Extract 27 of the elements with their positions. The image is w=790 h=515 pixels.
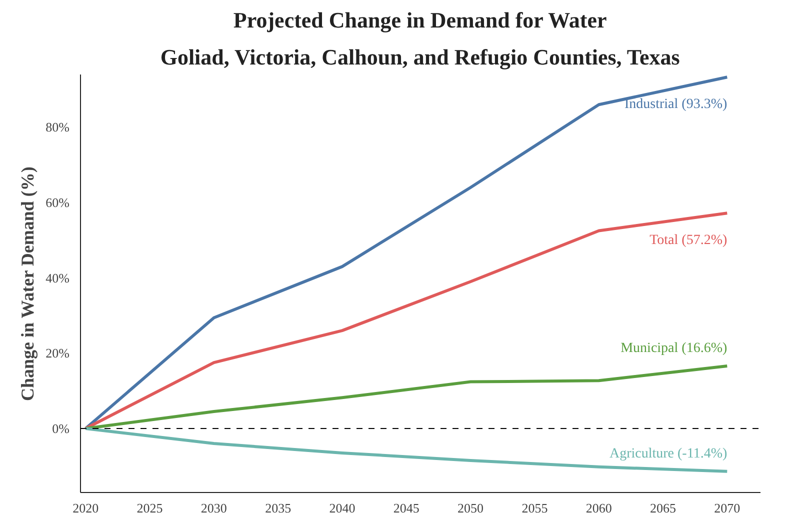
series-label: Agriculture (-11.4%) <box>609 446 728 462</box>
chart-subtitle: Goliad, Victoria, Calhoun, and Refugio Counties, Texas <box>160 44 680 70</box>
series-label: Total (57.2%) <box>650 233 728 248</box>
y-tick-label: 60% <box>46 195 70 210</box>
y-tick-label: 20% <box>46 346 70 361</box>
x-tick-label: 2060 <box>586 500 612 515</box>
y-axis-title: Change in Water Demand (%) <box>18 166 38 401</box>
y-tick-label: 40% <box>46 270 70 286</box>
y-tick-label: 0% <box>52 420 70 436</box>
x-tick-label: 2065 <box>650 500 676 515</box>
series-label: Municipal (16.6%) <box>620 340 728 356</box>
x-tick-label: 2050 <box>458 500 484 515</box>
x-tick-label: 2055 <box>522 500 548 515</box>
x-tick-label: 2070 <box>714 500 740 515</box>
x-tick-label: 2045 <box>393 500 420 515</box>
line-series <box>84 426 729 473</box>
x-tick-label: 2040 <box>329 500 356 515</box>
line-series <box>84 364 729 430</box>
x-tick-label: 2030 <box>200 500 227 515</box>
x-tick-label: 2035 <box>265 500 292 515</box>
x-tick-label: 2025 <box>136 500 163 515</box>
line-series <box>84 212 729 430</box>
series-label: Industrial (93.3%) <box>624 97 728 112</box>
y-tick-label: 80% <box>46 120 70 135</box>
chart-title: Projected Change in Demand for Water <box>233 8 608 32</box>
x-tick-label: 2020 <box>72 500 99 515</box>
line-series <box>84 76 729 430</box>
